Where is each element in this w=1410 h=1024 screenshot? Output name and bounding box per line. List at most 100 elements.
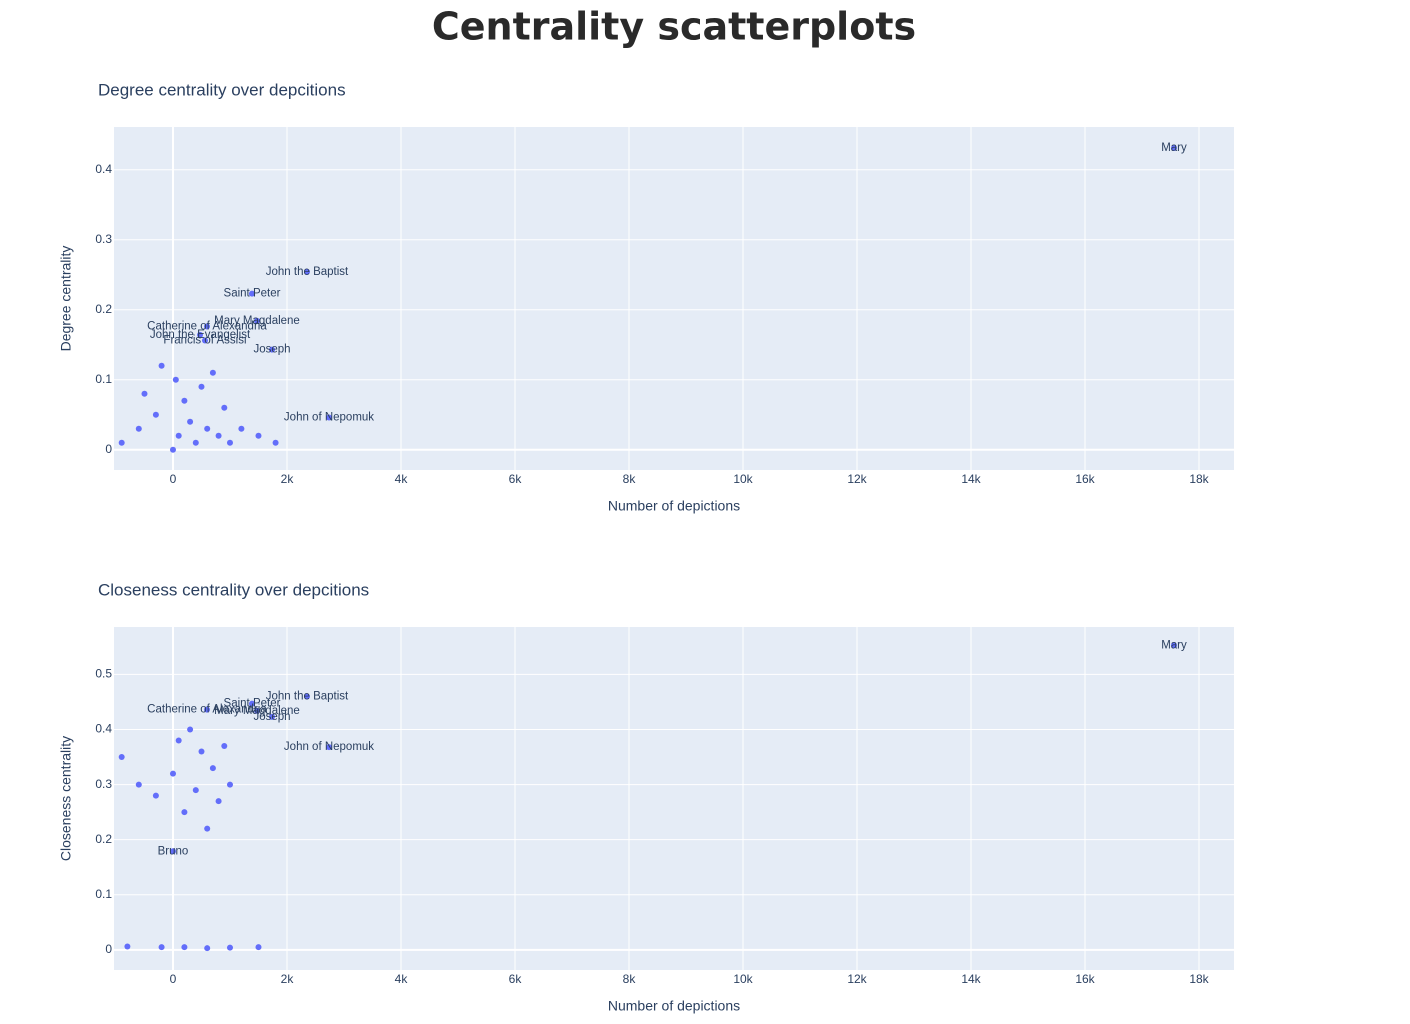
point bbox=[158, 362, 165, 369]
point bbox=[152, 411, 159, 418]
point bbox=[169, 446, 176, 453]
chart-title: Degree centrality over depcitions bbox=[98, 80, 346, 99]
point-label: Catherine of Alexandria bbox=[147, 321, 267, 333]
y-tick-label: 0.4 bbox=[95, 162, 112, 176]
x-tick-label: 6k bbox=[509, 472, 523, 486]
y-tick-label: 0.2 bbox=[95, 302, 112, 316]
point-label: John the Baptist bbox=[266, 690, 349, 702]
point-label: Mary Magdalene bbox=[214, 315, 300, 327]
point bbox=[169, 848, 176, 855]
point-label: Saint Peter bbox=[224, 288, 281, 300]
x-tick-label: 10k bbox=[733, 972, 753, 986]
point bbox=[135, 781, 142, 788]
point bbox=[175, 737, 182, 744]
point-label: Francis of Assisi bbox=[163, 335, 246, 347]
point bbox=[221, 404, 228, 411]
y-tick-label: 0.1 bbox=[95, 372, 112, 386]
point bbox=[181, 809, 188, 816]
point bbox=[255, 944, 262, 951]
point-label: Mary Magdalene bbox=[214, 705, 300, 717]
point bbox=[175, 432, 182, 439]
y-tick-label: 0.4 bbox=[95, 722, 112, 736]
point bbox=[269, 713, 276, 720]
x-axis-label: Number of depictions bbox=[608, 498, 740, 514]
point-label: Bruno bbox=[158, 845, 189, 857]
point bbox=[192, 787, 199, 794]
point bbox=[215, 432, 222, 439]
x-tick-label: 0 bbox=[170, 472, 177, 486]
x-tick-label: 2k bbox=[281, 972, 295, 986]
y-tick-label: 0.1 bbox=[95, 887, 112, 901]
point bbox=[181, 397, 188, 404]
y-tick-label: 0.3 bbox=[95, 232, 112, 246]
point bbox=[226, 781, 233, 788]
x-tick-label: 14k bbox=[961, 472, 981, 486]
point bbox=[118, 439, 125, 446]
x-tick-label: 8k bbox=[623, 472, 637, 486]
point bbox=[203, 323, 210, 330]
point-label: Catherine of Alexandria bbox=[147, 704, 267, 716]
x-tick-label: 4k bbox=[395, 972, 409, 986]
y-tick-label: 0 bbox=[105, 942, 112, 956]
point bbox=[304, 268, 311, 275]
point bbox=[198, 748, 205, 755]
chart-title: Closeness centrality over depcitions bbox=[98, 580, 369, 599]
point bbox=[198, 383, 205, 390]
point bbox=[209, 765, 216, 772]
point-label: Joseph bbox=[253, 711, 290, 723]
point bbox=[1170, 145, 1177, 151]
y-tick-label: 0.5 bbox=[95, 667, 112, 681]
point bbox=[1170, 642, 1177, 649]
point bbox=[254, 707, 261, 714]
point bbox=[248, 700, 255, 707]
x-tick-label: 8k bbox=[623, 972, 637, 986]
point-label: Mary bbox=[1161, 142, 1187, 154]
point bbox=[118, 754, 125, 761]
point bbox=[124, 943, 131, 950]
point bbox=[269, 346, 276, 353]
point bbox=[152, 792, 159, 799]
point bbox=[187, 418, 194, 425]
point bbox=[226, 944, 233, 951]
point bbox=[204, 945, 211, 952]
point bbox=[158, 944, 165, 951]
x-tick-label: 6k bbox=[509, 972, 523, 986]
point bbox=[172, 376, 179, 383]
point-label: Saint Peter bbox=[224, 698, 281, 710]
point bbox=[192, 439, 199, 446]
point bbox=[135, 425, 142, 432]
point bbox=[201, 337, 208, 344]
point bbox=[326, 414, 333, 421]
y-tick-label: 0.3 bbox=[95, 777, 112, 791]
point bbox=[326, 744, 333, 751]
point bbox=[141, 390, 148, 397]
x-tick-label: 16k bbox=[1075, 472, 1095, 486]
point bbox=[272, 439, 279, 446]
point bbox=[209, 369, 216, 376]
x-tick-label: 2k bbox=[281, 472, 295, 486]
plot-area bbox=[114, 627, 1234, 970]
x-tick-label: 18k bbox=[1189, 472, 1209, 486]
point-label: Mary bbox=[1161, 639, 1187, 651]
point bbox=[203, 706, 210, 713]
point bbox=[238, 425, 245, 432]
x-tick-label: 12k bbox=[847, 472, 867, 486]
point bbox=[255, 432, 262, 439]
x-tick-label: 12k bbox=[847, 972, 867, 986]
point bbox=[204, 825, 211, 832]
point bbox=[304, 693, 311, 700]
point-label: John the Baptist bbox=[266, 266, 349, 278]
point bbox=[197, 331, 204, 338]
point-label: John of Nepomuk bbox=[284, 741, 374, 753]
x-axis-label: Number of depictions bbox=[608, 998, 740, 1014]
point bbox=[254, 317, 261, 324]
y-axis-label: Degree centrality bbox=[58, 246, 74, 352]
point bbox=[181, 944, 188, 951]
point-label: Joseph bbox=[253, 344, 290, 356]
x-tick-label: 16k bbox=[1075, 972, 1095, 986]
x-tick-label: 14k bbox=[961, 972, 981, 986]
point bbox=[248, 290, 255, 297]
point bbox=[169, 770, 176, 777]
point bbox=[226, 439, 233, 446]
